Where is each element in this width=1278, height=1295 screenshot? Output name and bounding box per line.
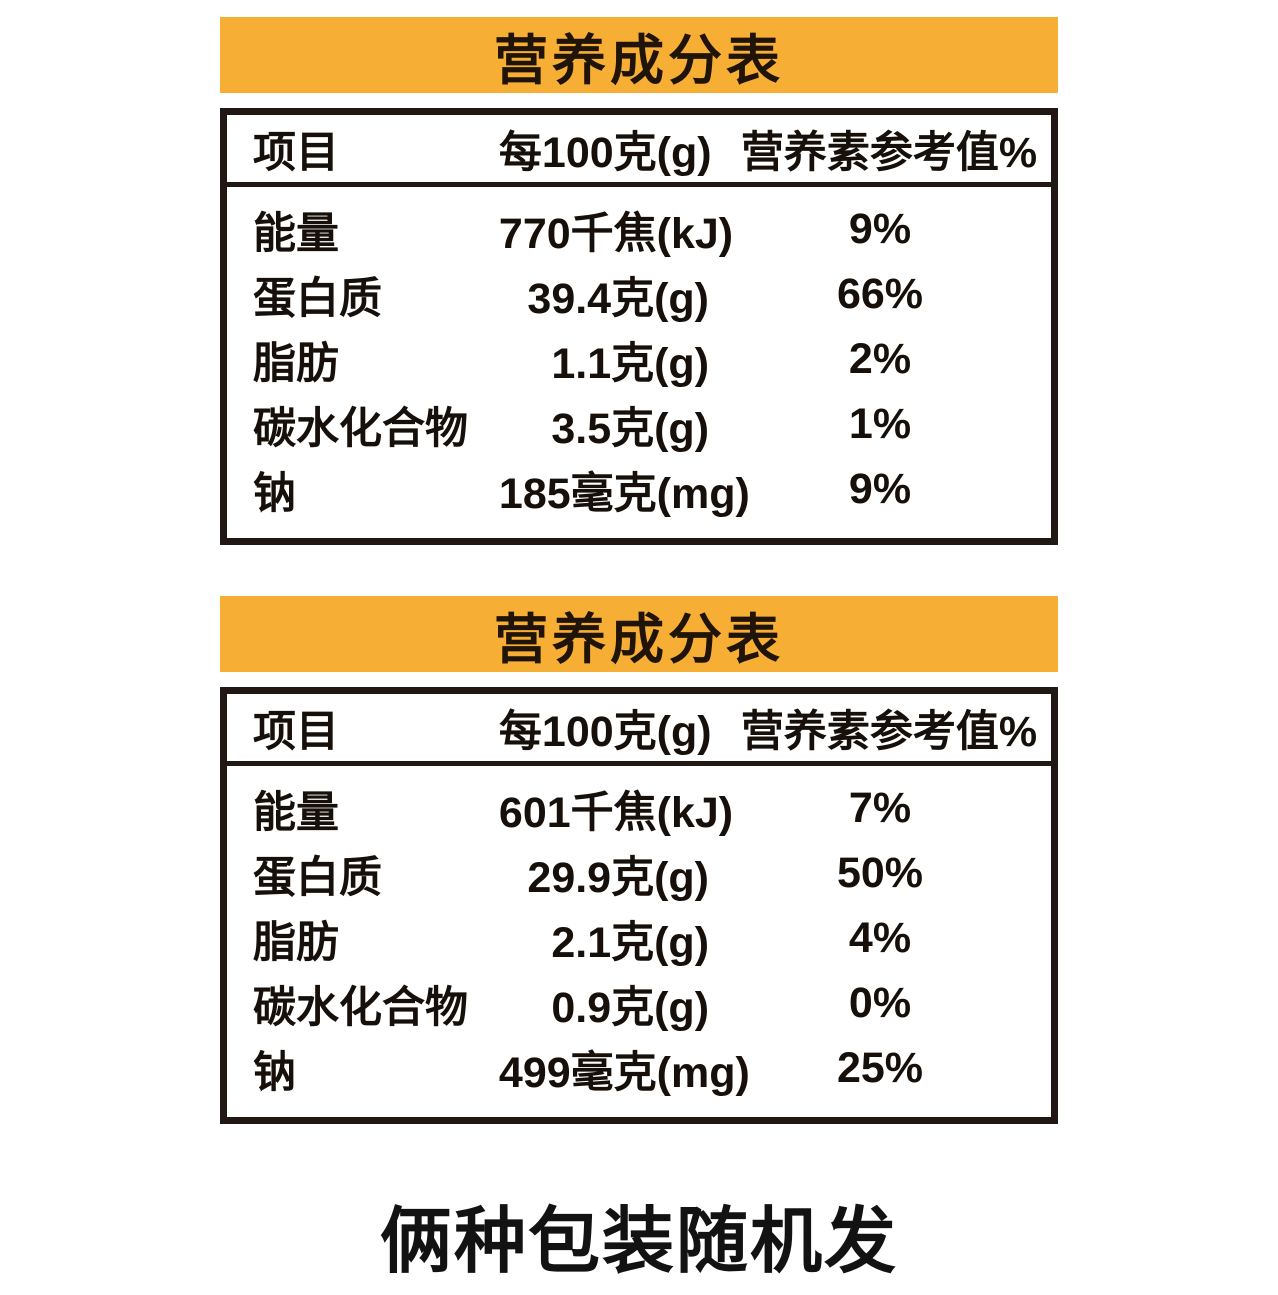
nutrition-table-2: 项目 每100克(g) 营养素参考值% 能量 601千焦(kJ) 7% 蛋白质 … (220, 687, 1058, 1124)
nrv-cell: 4% (848, 914, 912, 962)
nrv-cell: 2% (848, 335, 912, 383)
header-cell-per100g: 每100克(g) (498, 128, 712, 177)
nrv-cell: 1% (848, 400, 912, 448)
table-row: 脂肪 2.1克(g) 4% (227, 906, 1051, 971)
table-row: 钠 185毫克(mg) 9% (227, 457, 1051, 522)
amount-cell: 1.1克(g) (551, 339, 710, 388)
nrv-cell: 0% (848, 979, 912, 1027)
item-cell: 钠 (253, 469, 296, 518)
table-header-row: 项目 每100克(g) 营养素参考值% (227, 694, 1051, 766)
amount-cell: 2.1克(g) (551, 918, 710, 967)
table-row: 碳水化合物 0.9克(g) 0% (227, 971, 1051, 1036)
banner-title: 营养成分表 (494, 609, 784, 670)
nrv-cell: 25% (836, 1044, 924, 1092)
item-cell: 钠 (253, 1048, 296, 1097)
table-row: 碳水化合物 3.5克(g) 1% (227, 392, 1051, 457)
nutrition-label: 营养成分表 项目 每100克(g) 营养素参考值% 能量 770千焦(kJ) 9… (220, 17, 1058, 1287)
table-row: 钠 499毫克(mg) 25% (227, 1036, 1051, 1101)
header-cell-item: 项目 (253, 707, 339, 756)
header-cell-item: 项目 (253, 128, 339, 177)
table-row: 能量 601千焦(kJ) 7% (227, 776, 1051, 841)
nutrition-banner-2: 营养成分表 (220, 596, 1058, 672)
header-cell-nrv: 营养素参考值% (740, 128, 1038, 177)
table-row: 能量 770千焦(kJ) 9% (227, 197, 1051, 262)
nrv-cell: 9% (848, 465, 912, 513)
amount-cell: 499毫克(mg) (498, 1048, 750, 1097)
nrv-cell: 9% (848, 205, 912, 253)
table-body: 能量 601千焦(kJ) 7% 蛋白质 29.9克(g) 50% 脂肪 2.1克… (227, 766, 1051, 1117)
item-cell: 碳水化合物 (253, 404, 468, 453)
item-cell: 能量 (253, 788, 339, 837)
nutrition-table-1: 项目 每100克(g) 营养素参考值% 能量 770千焦(kJ) 9% 蛋白质 … (220, 108, 1058, 545)
header-cell-nrv: 营养素参考值% (740, 707, 1038, 756)
amount-cell: 601千焦(kJ) (498, 788, 734, 837)
item-cell: 碳水化合物 (253, 983, 468, 1032)
item-cell: 蛋白质 (253, 274, 382, 323)
item-cell: 脂肪 (253, 918, 339, 967)
nutrition-banner-1: 营养成分表 (220, 17, 1058, 93)
header-cell-per100g: 每100克(g) (498, 707, 712, 756)
nrv-cell: 50% (836, 849, 924, 897)
nrv-cell: 7% (848, 784, 912, 832)
table-row: 脂肪 1.1克(g) 2% (227, 327, 1051, 392)
item-cell: 能量 (253, 209, 339, 258)
table-row: 蛋白质 29.9克(g) 50% (227, 841, 1051, 906)
amount-cell: 39.4克(g) (527, 274, 710, 323)
amount-cell: 770千焦(kJ) (498, 209, 734, 258)
banner-title: 营养成分表 (494, 30, 784, 91)
table-body: 能量 770千焦(kJ) 9% 蛋白质 39.4克(g) 66% 脂肪 1.1克… (227, 187, 1051, 538)
table-row: 蛋白质 39.4克(g) 66% (227, 262, 1051, 327)
packaging-note: 俩种包装随机发 (379, 1202, 898, 1282)
item-cell: 蛋白质 (253, 853, 382, 902)
nrv-cell: 66% (836, 270, 924, 318)
item-cell: 脂肪 (253, 339, 339, 388)
amount-cell: 0.9克(g) (551, 983, 710, 1032)
amount-cell: 3.5克(g) (551, 404, 710, 453)
amount-cell: 29.9克(g) (527, 853, 710, 902)
amount-cell: 185毫克(mg) (498, 469, 750, 518)
table-header-row: 项目 每100克(g) 营养素参考值% (227, 115, 1051, 187)
